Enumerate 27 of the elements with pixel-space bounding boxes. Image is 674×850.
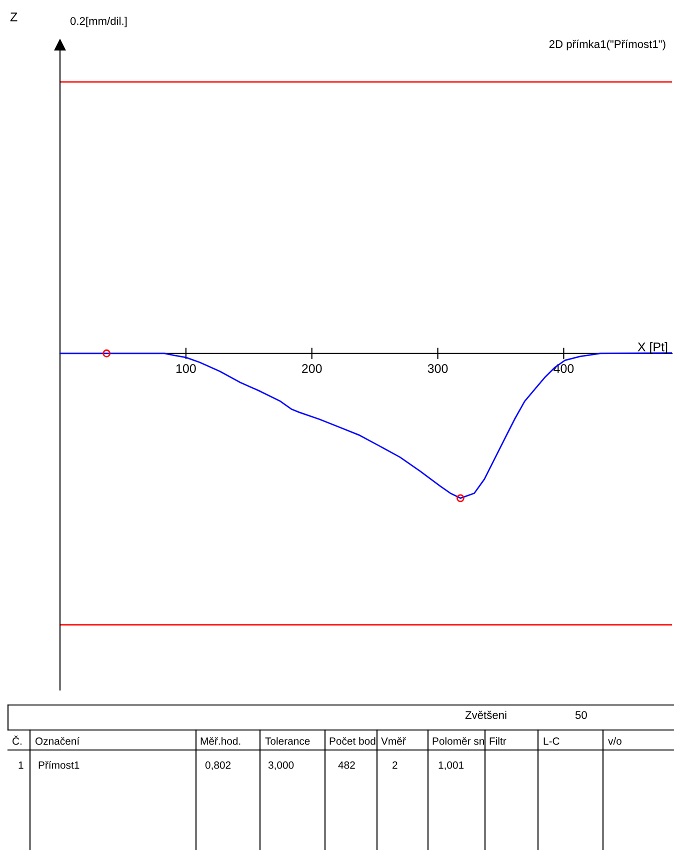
text: 0.2[mm/dil.]	[70, 16, 127, 28]
text: 0,802	[205, 761, 231, 770]
x-axis-title: X [Pt]	[638, 342, 668, 354]
text: Filtr	[490, 737, 506, 745]
x-tick-label: 400	[554, 364, 574, 373]
text: 3,000	[268, 761, 294, 770]
text: Poloměr sn	[432, 737, 484, 745]
text: 2	[392, 761, 398, 769]
text: Měř.hod.	[200, 737, 240, 745]
text: Zvětšeni	[465, 710, 506, 719]
text: v/o	[608, 737, 622, 745]
text: Tolerance	[265, 737, 310, 745]
text: 1	[18, 762, 24, 769]
x-tick-label: 200	[302, 364, 322, 373]
text: 482	[338, 761, 355, 769]
text: Označení	[35, 737, 80, 745]
text: 1,001	[438, 761, 464, 770]
text: Přímost1	[38, 761, 80, 769]
x-tick-label: 300	[428, 364, 448, 373]
x-tick-label: 100	[176, 364, 196, 373]
text: 50	[575, 711, 587, 719]
text: L-C	[544, 737, 560, 745]
text: Počet bod	[330, 737, 376, 745]
text: Z	[10, 12, 18, 22]
text: Č.	[12, 736, 22, 745]
chart-title: 2D přímka1("Přímost1")	[549, 40, 666, 50]
text: Vměř	[381, 737, 406, 745]
